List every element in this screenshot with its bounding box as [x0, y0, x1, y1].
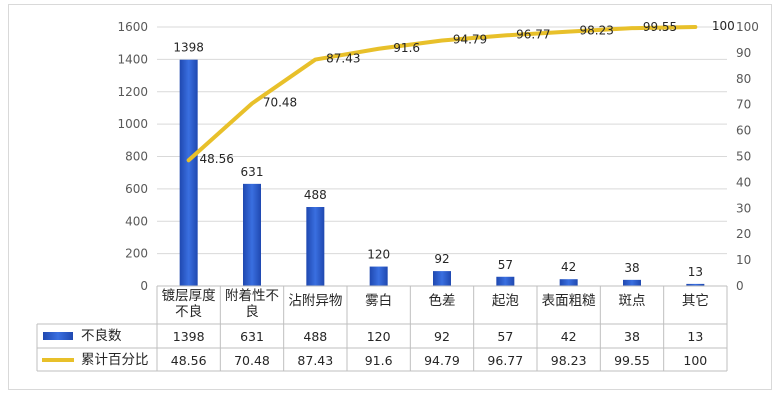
table-cell-cumulative: 96.77 — [487, 353, 523, 368]
table-cell-count: 13 — [687, 329, 703, 344]
category-label: 起泡 — [492, 293, 519, 309]
y-right-tick-label: 80 — [736, 72, 751, 86]
category-label: 良 — [245, 304, 259, 320]
y-right-tick-label: 60 — [736, 124, 751, 138]
category-label: 雾白 — [365, 293, 392, 309]
line-data-label: 94.79 — [453, 32, 487, 46]
bar-data-label: 120 — [367, 248, 390, 262]
bar — [306, 207, 325, 286]
line-data-label: 91.6 — [393, 41, 420, 55]
line-data-label: 96.77 — [516, 27, 550, 41]
bar-data-label: 488 — [304, 188, 327, 202]
y-right-tick-label: 10 — [736, 253, 751, 267]
y-right-tick-label: 70 — [736, 98, 751, 112]
y-right-tick-label: 50 — [736, 150, 751, 164]
bar — [179, 59, 198, 287]
y-left-tick-label: 1200 — [117, 85, 148, 99]
table-cell-cumulative: 100 — [683, 353, 707, 368]
bar — [369, 266, 388, 286]
line-data-label: 99.55 — [643, 20, 677, 34]
line-data-label: 98.23 — [579, 24, 613, 38]
y-left-tick-label: 600 — [125, 182, 148, 196]
bar-data-label: 13 — [688, 265, 703, 279]
category-label: 色差 — [429, 292, 456, 309]
table-cell-count: 42 — [561, 329, 577, 344]
line-data-label: 100 — [712, 19, 735, 33]
table-cell-count: 120 — [367, 329, 391, 344]
category-label: 不良 — [175, 304, 202, 320]
y-right-tick-label: 0 — [736, 279, 744, 293]
bar-data-label: 42 — [561, 260, 576, 274]
bar-data-label: 38 — [624, 261, 639, 275]
cumulative-line — [186, 25, 698, 163]
y-right-tick-label: 40 — [736, 175, 751, 189]
bar-data-label: 57 — [498, 258, 513, 272]
y-left-tick-label: 1000 — [117, 117, 148, 131]
y-right-tick-label: 100 — [736, 20, 759, 34]
bar — [686, 283, 705, 286]
category-label: 斑点 — [619, 293, 646, 309]
y-right-tick-label: 30 — [736, 201, 751, 215]
table-cell-count: 57 — [497, 329, 513, 344]
table-cell-cumulative: 87.43 — [297, 353, 333, 368]
bar-data-label: 631 — [241, 165, 264, 179]
y-left-tick-label: 800 — [125, 150, 148, 164]
y-left-tick-label: 1400 — [117, 52, 148, 66]
table-cell-cumulative: 48.56 — [171, 353, 207, 368]
category-label: 沾附异物 — [288, 293, 342, 309]
category-label: 镀层厚度 — [162, 287, 216, 304]
chart-frame — [8, 4, 772, 390]
bar — [243, 183, 261, 286]
y-left-tick-label: 400 — [125, 214, 148, 228]
legend-line-label: 累计百分比 — [81, 352, 149, 368]
line-data-label: 70.48 — [263, 95, 297, 109]
bar — [433, 271, 451, 286]
category-label: 附着性不 — [225, 287, 279, 304]
bar-data-label: 1398 — [173, 41, 204, 55]
table-cell-cumulative: 99.55 — [614, 353, 650, 368]
table-cell-count: 38 — [624, 329, 640, 344]
bar — [559, 279, 578, 286]
y-left-tick-label: 1600 — [117, 20, 148, 34]
table-cell-cumulative: 70.48 — [234, 353, 270, 368]
table-cell-cumulative: 91.6 — [365, 353, 393, 368]
bar — [496, 276, 515, 286]
bar — [623, 279, 641, 286]
line-data-label: 48.56 — [199, 152, 233, 166]
y-left-tick-label: 0 — [140, 279, 148, 293]
y-right-tick-label: 20 — [736, 227, 751, 241]
table-cell-cumulative: 98.23 — [551, 353, 587, 368]
line-data-label: 87.43 — [326, 52, 360, 66]
y-right-tick-label: 90 — [736, 46, 751, 60]
table-cell-count: 92 — [434, 329, 450, 344]
table-cell-count: 631 — [240, 329, 264, 344]
table-cell-count: 1398 — [173, 329, 205, 344]
category-label: 表面粗糙 — [542, 293, 596, 309]
legend-bar-label: 不良数 — [81, 328, 122, 344]
table-cell-count: 488 — [303, 329, 327, 344]
bar-data-label: 92 — [434, 252, 449, 266]
y-left-tick-label: 200 — [125, 247, 148, 261]
table-cell-cumulative: 94.79 — [424, 353, 460, 368]
legend-bar-swatch — [43, 332, 73, 340]
category-label: 其它 — [682, 292, 709, 309]
